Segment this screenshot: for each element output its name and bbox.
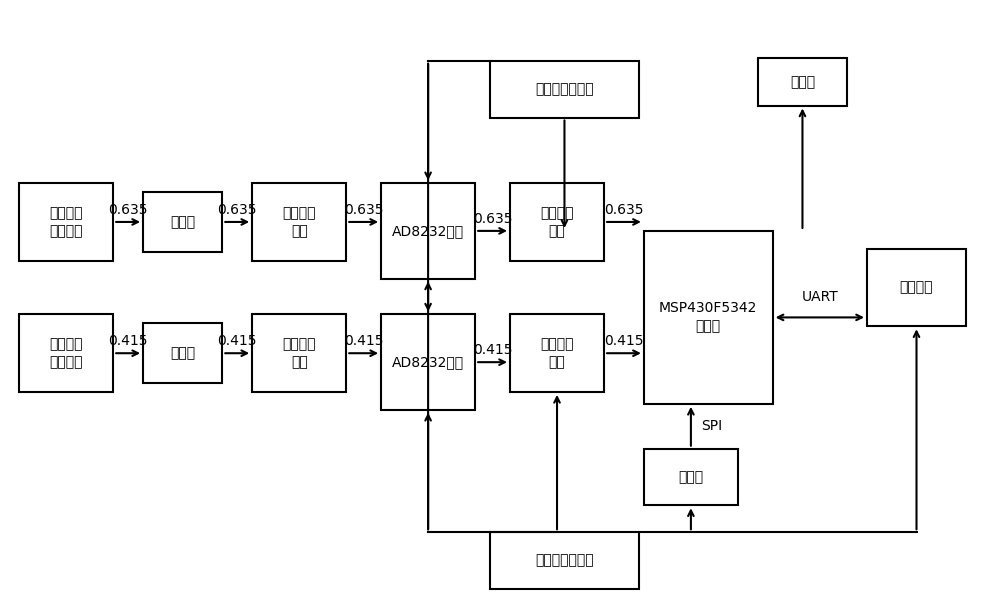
Text: 单电源管理模块: 单电源管理模块 (535, 82, 594, 96)
Text: MSP430F5342
处理器: MSP430F5342 处理器 (659, 301, 757, 333)
Text: 0.415: 0.415 (604, 335, 644, 348)
FancyBboxPatch shape (644, 449, 738, 505)
FancyBboxPatch shape (19, 183, 113, 261)
FancyBboxPatch shape (758, 58, 847, 106)
FancyBboxPatch shape (19, 315, 113, 392)
Text: 0.635: 0.635 (217, 203, 257, 217)
Text: 蓝牙模块: 蓝牙模块 (900, 281, 933, 295)
FancyBboxPatch shape (143, 192, 222, 252)
Text: 0.635: 0.635 (108, 203, 148, 217)
Text: 屏蔽线: 屏蔽线 (170, 215, 195, 229)
FancyBboxPatch shape (867, 249, 966, 326)
Text: 工频陷波
电路: 工频陷波 电路 (540, 206, 574, 238)
Text: 0.635: 0.635 (344, 203, 383, 217)
Text: 屏蔽线: 屏蔽线 (170, 346, 195, 360)
Text: 0.635: 0.635 (473, 212, 512, 226)
Text: 带通滤波
电路: 带通滤波 电路 (282, 337, 316, 370)
Text: UART: UART (801, 290, 838, 304)
Text: 孕妇胸部
心电信号: 孕妇胸部 心电信号 (49, 337, 83, 370)
Text: 0.415: 0.415 (473, 343, 512, 357)
Text: AD8232前端: AD8232前端 (392, 355, 464, 369)
FancyBboxPatch shape (490, 61, 639, 117)
Text: 带通滤波
电路: 带通滤波 电路 (282, 206, 316, 238)
FancyBboxPatch shape (381, 315, 475, 410)
Text: 指示灯: 指示灯 (790, 75, 815, 89)
Text: 0.415: 0.415 (344, 335, 383, 348)
FancyBboxPatch shape (490, 532, 639, 589)
FancyBboxPatch shape (510, 315, 604, 392)
Text: 存储器: 存储器 (678, 470, 703, 484)
Text: 单电源管理模块: 单电源管理模块 (535, 554, 594, 567)
Text: 0.415: 0.415 (217, 335, 257, 348)
Text: SPI: SPI (701, 419, 722, 433)
Text: 孕妇腹部
心电信号: 孕妇腹部 心电信号 (49, 206, 83, 238)
FancyBboxPatch shape (510, 183, 604, 261)
FancyBboxPatch shape (381, 183, 475, 279)
FancyBboxPatch shape (644, 231, 773, 404)
FancyBboxPatch shape (252, 183, 346, 261)
Text: 工频陷波
电路: 工频陷波 电路 (540, 337, 574, 370)
Text: 0.635: 0.635 (604, 203, 644, 217)
Text: AD8232前端: AD8232前端 (392, 224, 464, 238)
FancyBboxPatch shape (252, 315, 346, 392)
FancyBboxPatch shape (143, 324, 222, 383)
Text: 0.415: 0.415 (108, 335, 148, 348)
